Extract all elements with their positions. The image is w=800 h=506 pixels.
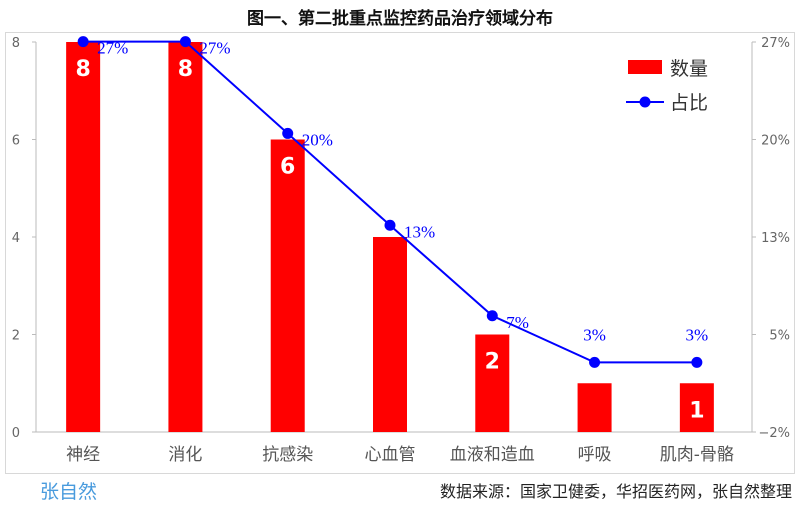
left-tick-label: 6 <box>12 134 20 149</box>
line-data-label: 27% <box>199 39 230 58</box>
x-tick-label: 心血管 <box>365 445 416 465</box>
bar-data-label: 1 <box>689 398 704 423</box>
x-tick-label: 消化 <box>168 445 202 465</box>
x-tick-label: 抗感染 <box>262 445 313 465</box>
bar <box>270 139 305 432</box>
line-data-label: 13% <box>404 222 435 241</box>
line-data-label: 7% <box>506 313 529 332</box>
chart-title: 图一、第二批重点监控药品治疗领域分布 <box>247 9 553 29</box>
bar <box>66 42 101 432</box>
legend-line-marker <box>639 96 651 108</box>
bar-data-label: 8 <box>75 57 90 82</box>
x-tick-label: 神经 <box>66 445 100 465</box>
legend-bar-swatch <box>628 60 662 74</box>
bar <box>168 42 203 432</box>
line-point <box>179 36 191 48</box>
line-data-label: 3% <box>583 325 606 344</box>
line-data-label: 3% <box>686 325 709 344</box>
line-point <box>282 127 294 139</box>
watermark: 张自然 <box>40 481 98 503</box>
bar <box>373 237 407 432</box>
line-point <box>486 310 498 322</box>
right-tick-label: 20% <box>761 134 790 149</box>
line-point <box>77 36 89 48</box>
legend-bar-label: 数量 <box>670 58 708 80</box>
right-tick-label: 13% <box>761 231 790 246</box>
line-data-label: 20% <box>302 130 333 149</box>
line-point <box>691 356 703 368</box>
bar-data-label: 6 <box>280 155 295 180</box>
chart-frame <box>5 32 795 474</box>
left-tick-label: 4 <box>12 231 20 246</box>
bar-data-label: 2 <box>485 350 500 375</box>
left-tick-label: 0 <box>12 426 20 441</box>
line-data-label: 27% <box>97 39 128 58</box>
legend-line-label: 占比 <box>670 92 708 114</box>
right-tick-label: 5% <box>769 329 790 344</box>
bar <box>679 383 714 432</box>
left-tick-label: 2 <box>12 329 20 344</box>
x-tick-label: 肌肉-骨骼 <box>660 445 734 465</box>
bar-data-label: 8 <box>178 57 193 82</box>
line-point <box>589 356 601 368</box>
bar <box>475 334 510 432</box>
right-tick-label: 27% <box>761 36 790 51</box>
bar <box>577 383 612 432</box>
x-tick-label: 呼吸 <box>578 445 612 465</box>
line-point <box>384 219 396 231</box>
left-tick-label: 8 <box>12 36 20 51</box>
source-note: 数据来源：国家卫健委，华招医药网，张自然整理 <box>439 482 792 501</box>
right-tick-label: −2% <box>758 426 790 441</box>
x-tick-label: 血液和造血 <box>450 445 535 465</box>
